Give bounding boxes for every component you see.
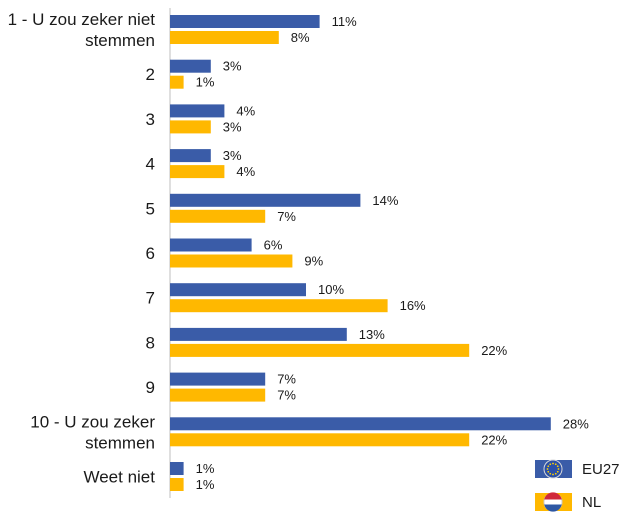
bar-eu27: [170, 327, 347, 341]
category-label-line: 9: [146, 378, 155, 397]
category-label: 10 - U zou zeker stemmen: [30, 412, 155, 452]
legend-label: EU27: [582, 461, 620, 478]
category-label-line: stemmen: [85, 31, 155, 50]
data-label: 3%: [223, 119, 242, 134]
bar-eu27: [170, 417, 551, 431]
bar-nl: [170, 299, 388, 313]
data-label: 8%: [291, 30, 310, 45]
data-label: 13%: [359, 327, 385, 342]
data-label: 1%: [196, 477, 215, 492]
bar-nl: [170, 433, 470, 447]
category-label-line: 5: [146, 199, 155, 218]
bar-eu27: [170, 283, 306, 297]
legend-label: NL: [582, 494, 601, 511]
bar-nl: [170, 388, 266, 402]
bar-nl: [170, 209, 266, 223]
bar-eu27: [170, 193, 361, 207]
category-label: 2: [146, 65, 155, 84]
category-label: 3: [146, 110, 155, 129]
data-label: 7%: [277, 372, 296, 387]
bar-nl: [170, 75, 184, 89]
category-label: 4: [146, 155, 155, 174]
category-label-line: 1 - U zou zeker niet: [8, 10, 156, 29]
bar-nl: [170, 343, 470, 357]
data-label: 14%: [372, 193, 398, 208]
bar-eu27: [170, 15, 320, 28]
bar-nl: [170, 165, 225, 179]
category-label: 8: [146, 333, 155, 352]
category-label-line: 3: [146, 110, 155, 129]
category-label: 9: [146, 378, 155, 397]
data-label: 11%: [332, 14, 357, 29]
bar-eu27: [170, 149, 211, 163]
nl-flag-icon: [543, 492, 563, 512]
category-label: 6: [146, 244, 155, 263]
data-label: 3%: [223, 59, 242, 74]
bar-nl: [170, 254, 293, 268]
bar-nl: [170, 120, 211, 134]
data-label: 22%: [481, 432, 507, 447]
data-label: 28%: [563, 416, 589, 431]
category-label-line: 8: [146, 333, 155, 352]
category-label-line: stemmen: [85, 433, 155, 452]
bar-eu27: [170, 462, 184, 475]
data-label: 9%: [304, 254, 323, 269]
bars-group: 1 - U zou zeker niet stemmen 11% 8% 2 3% 1% 3 4%…: [8, 10, 590, 492]
data-label: 6%: [264, 238, 283, 253]
eu-flag-icon: [543, 459, 563, 479]
data-label: 4%: [236, 164, 255, 179]
bar-eu27: [170, 372, 266, 386]
category-label-line: 7: [146, 289, 155, 308]
data-label: 4%: [236, 103, 255, 118]
category-label-line: 10 - U zou zeker: [30, 412, 155, 431]
category-label-line: 4: [146, 155, 155, 174]
category-label: Weet niet: [83, 468, 155, 487]
category-label-line: 2: [146, 65, 155, 84]
bar-eu27: [170, 104, 225, 118]
data-label: 1%: [196, 461, 215, 476]
category-label-line: 6: [146, 244, 155, 263]
category-label: 1 - U zou zeker niet stemmen: [8, 10, 156, 50]
category-label: 7: [146, 289, 155, 308]
data-label: 7%: [277, 388, 296, 403]
data-label: 10%: [318, 282, 344, 297]
category-label: 5: [146, 199, 155, 218]
data-label: 7%: [277, 209, 296, 224]
legend: EU27 NL: [535, 459, 620, 512]
bar-eu27: [170, 238, 252, 252]
bar-eu27: [170, 59, 211, 73]
bar-nl: [170, 31, 279, 44]
data-label: 1%: [196, 75, 215, 90]
category-label-line: Weet niet: [83, 468, 155, 487]
bar-nl: [170, 478, 184, 491]
data-label: 16%: [400, 298, 426, 313]
data-label: 3%: [223, 148, 242, 163]
data-label: 22%: [481, 343, 507, 358]
